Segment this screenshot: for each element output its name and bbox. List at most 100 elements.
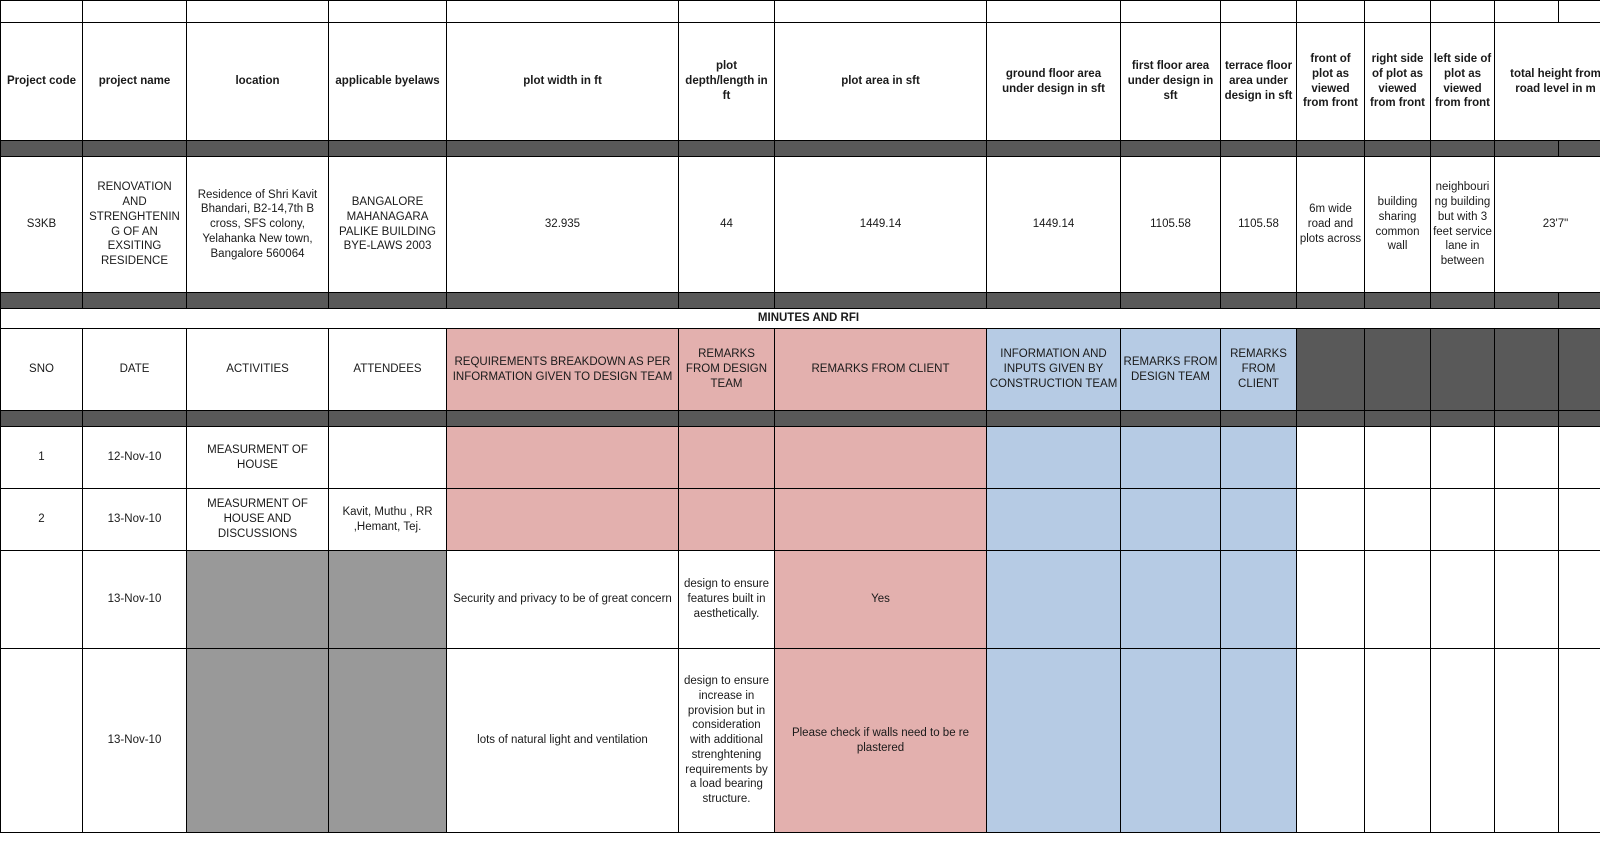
cell-sno[interactable] xyxy=(0,648,83,833)
blank-cell xyxy=(82,0,187,23)
cell-plot-depth[interactable]: 44 xyxy=(678,156,775,293)
cell-terrace-floor-area[interactable]: 1105.58 xyxy=(1220,156,1297,293)
blank-cell xyxy=(1296,0,1365,23)
separator-cell xyxy=(1220,292,1297,309)
empty-cell[interactable] xyxy=(1494,426,1559,489)
cell-remarks-client[interactable]: Yes xyxy=(774,550,987,649)
empty-cell[interactable] xyxy=(1296,426,1365,489)
cell-location[interactable]: Residence of Shri Kavit Bhandari, B2-14,… xyxy=(186,156,329,293)
separator-cell xyxy=(986,292,1121,309)
cell-activities[interactable]: MEASURMENT OF HOUSE xyxy=(186,426,329,489)
empty-cell[interactable] xyxy=(1296,488,1365,551)
empty-cell[interactable] xyxy=(1494,648,1559,833)
empty-cell[interactable] xyxy=(1558,488,1600,551)
empty-cell[interactable] xyxy=(1494,550,1559,649)
empty-cell[interactable] xyxy=(1364,648,1431,833)
separator-cell xyxy=(774,140,987,157)
cell-activities[interactable]: MEASURMENT OF HOUSE AND DISCUSSIONS xyxy=(186,488,329,551)
separator-cell xyxy=(328,410,447,427)
cell-remarks-client-2[interactable] xyxy=(1220,550,1297,649)
cell-right-side-of-plot[interactable]: building sharing common wall xyxy=(1364,156,1431,293)
cell-plot-area[interactable]: 1449.14 xyxy=(774,156,987,293)
separator-cell xyxy=(0,292,83,309)
cell-requirements[interactable]: Security and privacy to be of great conc… xyxy=(446,550,679,649)
cell-project-code[interactable]: S3KB xyxy=(0,156,83,293)
cell-remarks-client-2[interactable] xyxy=(1220,426,1297,489)
cell-construction-inputs[interactable] xyxy=(986,426,1121,489)
cell-remarks-client-2[interactable] xyxy=(1220,648,1297,833)
cell-sno[interactable]: 1 xyxy=(0,426,83,489)
empty-cell[interactable] xyxy=(1296,648,1365,833)
cell-remarks-client[interactable]: Please check if walls need to be re plas… xyxy=(774,648,987,833)
project-header-row: Project code project name location appli… xyxy=(0,22,1600,141)
cell-left-side-of-plot[interactable]: neighbouring building but with 3 feet se… xyxy=(1430,156,1495,293)
cell-remarks-design-2[interactable] xyxy=(1120,648,1221,833)
cell-first-floor-area[interactable]: 1105.58 xyxy=(1120,156,1221,293)
column-header-applicable-byelaws: applicable byelaws xyxy=(328,22,447,141)
cell-remarks-client-2[interactable] xyxy=(1220,488,1297,551)
empty-cell[interactable] xyxy=(1430,426,1495,489)
blank-cell xyxy=(1494,0,1559,23)
separator-cell xyxy=(1220,140,1297,157)
separator-cell xyxy=(0,140,83,157)
cell-remarks-design[interactable]: design to ensure increase in provision b… xyxy=(678,648,775,833)
cell-sno[interactable] xyxy=(0,550,83,649)
cell-attendees[interactable] xyxy=(328,648,447,833)
empty-dark-header-cell xyxy=(1494,328,1559,411)
cell-plot-width[interactable]: 32.935 xyxy=(446,156,679,293)
separator-cell xyxy=(446,410,679,427)
separator-cell xyxy=(986,140,1121,157)
empty-dark-header-cell xyxy=(1558,328,1600,411)
empty-cell[interactable] xyxy=(1430,488,1495,551)
column-header-plot-width: plot width in ft xyxy=(446,22,679,141)
cell-activities[interactable] xyxy=(186,648,329,833)
blank-cell xyxy=(186,0,329,23)
cell-total-height[interactable]: 23'7" xyxy=(1494,156,1600,293)
separator-cell xyxy=(82,410,187,427)
empty-cell[interactable] xyxy=(1558,648,1600,833)
cell-remarks-design[interactable] xyxy=(678,488,775,551)
cell-requirements[interactable] xyxy=(446,426,679,489)
separator-cell xyxy=(678,140,775,157)
cell-remarks-design-2[interactable] xyxy=(1120,426,1221,489)
cell-remarks-client[interactable] xyxy=(774,426,987,489)
empty-cell[interactable] xyxy=(1364,488,1431,551)
blank-cell xyxy=(0,0,83,23)
cell-requirements[interactable] xyxy=(446,488,679,551)
cell-applicable-byelaws[interactable]: BANGALORE MAHANAGARA PALIKE BUILDING BYE… xyxy=(328,156,447,293)
separator-cell xyxy=(1430,140,1495,157)
cell-attendees[interactable] xyxy=(328,426,447,489)
empty-cell[interactable] xyxy=(1494,488,1559,551)
empty-cell[interactable] xyxy=(1558,426,1600,489)
cell-front-of-plot[interactable]: 6m wide road and plots across xyxy=(1296,156,1365,293)
cell-attendees[interactable]: Kavit, Muthu , RR ,Hemant, Tej. xyxy=(328,488,447,551)
empty-cell[interactable] xyxy=(1364,426,1431,489)
column-header-front-of-plot: front of plot as viewed from front xyxy=(1296,22,1365,141)
separator-band-minutes xyxy=(0,410,1600,427)
cell-remarks-design[interactable] xyxy=(678,426,775,489)
empty-cell[interactable] xyxy=(1558,550,1600,649)
cell-construction-inputs[interactable] xyxy=(986,488,1121,551)
cell-activities[interactable] xyxy=(186,550,329,649)
cell-remarks-client[interactable] xyxy=(774,488,987,551)
cell-ground-floor-area[interactable]: 1449.14 xyxy=(986,156,1121,293)
cell-attendees[interactable] xyxy=(328,550,447,649)
cell-date[interactable]: 13-Nov-10 xyxy=(82,648,187,833)
cell-remarks-design-2[interactable] xyxy=(1120,488,1221,551)
cell-date[interactable]: 12-Nov-10 xyxy=(82,426,187,489)
cell-date[interactable]: 13-Nov-10 xyxy=(82,550,187,649)
cell-remarks-design[interactable]: design to ensure features built in aesth… xyxy=(678,550,775,649)
empty-cell[interactable] xyxy=(1364,550,1431,649)
cell-project-name[interactable]: RENOVATION AND STRENGHTENING OF AN EXSIT… xyxy=(82,156,187,293)
cell-construction-inputs[interactable] xyxy=(986,550,1121,649)
cell-requirements[interactable]: lots of natural light and ventilation xyxy=(446,648,679,833)
empty-cell[interactable] xyxy=(1430,648,1495,833)
cell-construction-inputs[interactable] xyxy=(986,648,1121,833)
blank-cell xyxy=(446,0,679,23)
column-header-date: DATE xyxy=(82,328,187,411)
cell-remarks-design-2[interactable] xyxy=(1120,550,1221,649)
empty-cell[interactable] xyxy=(1430,550,1495,649)
cell-date[interactable]: 13-Nov-10 xyxy=(82,488,187,551)
cell-sno[interactable]: 2 xyxy=(0,488,83,551)
empty-cell[interactable] xyxy=(1296,550,1365,649)
